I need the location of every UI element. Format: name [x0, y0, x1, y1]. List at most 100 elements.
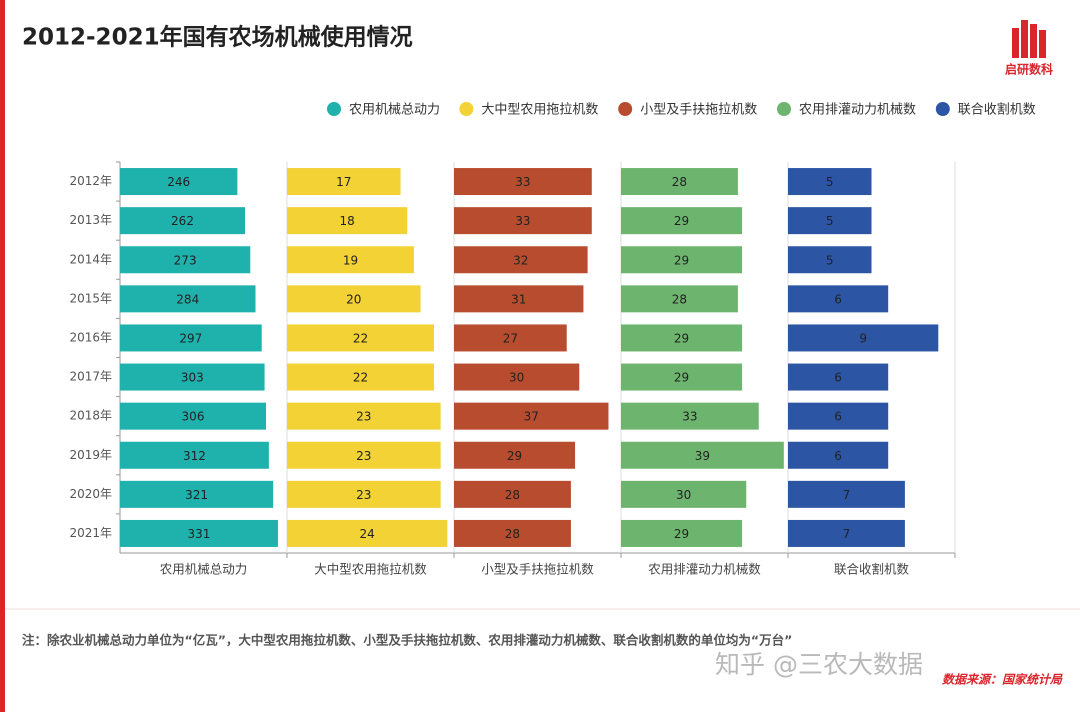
data-label: 37	[524, 410, 539, 424]
data-label: 28	[505, 527, 520, 541]
data-label: 30	[676, 488, 691, 502]
data-label: 22	[353, 331, 368, 345]
bar	[788, 402, 889, 430]
y-tick-label: 2019年	[69, 448, 112, 462]
bar	[454, 246, 588, 274]
bar	[788, 246, 872, 274]
data-label: 246	[167, 175, 190, 189]
data-label: 18	[339, 214, 354, 228]
data-label: 23	[356, 488, 371, 502]
legend-marker	[327, 102, 341, 116]
y-tick-label: 2015年	[69, 291, 112, 305]
data-label: 284	[176, 292, 199, 306]
panel-label: 大中型农用拖拉机数	[314, 562, 427, 577]
data-label: 7	[843, 488, 851, 502]
data-label: 297	[179, 331, 202, 345]
panel-label: 农用排灌动力机械数	[648, 562, 761, 577]
bar	[788, 207, 872, 235]
y-tick-label: 2017年	[69, 370, 112, 384]
bar	[287, 402, 441, 430]
legend-label: 大中型农用拖拉机数	[481, 103, 598, 118]
bar	[120, 480, 274, 508]
data-label: 273	[174, 253, 197, 267]
data-label: 262	[171, 214, 194, 228]
bar	[788, 519, 905, 547]
legend-marker	[777, 102, 791, 116]
data-label: 19	[343, 253, 358, 267]
watermark: 知乎 @三农大数据	[715, 650, 923, 679]
bar	[454, 207, 592, 235]
bar	[454, 480, 571, 508]
data-label: 306	[182, 410, 205, 424]
panel-label: 农用机械总动力	[160, 562, 248, 577]
y-tick-label: 2014年	[69, 252, 112, 266]
data-label: 20	[346, 292, 361, 306]
bar	[788, 480, 905, 508]
data-label: 29	[674, 253, 689, 267]
bar	[287, 363, 434, 391]
bar	[621, 168, 738, 196]
bar	[287, 285, 421, 313]
data-label: 6	[834, 410, 842, 424]
data-label: 7	[843, 527, 851, 541]
data-label: 27	[503, 331, 518, 345]
bar	[120, 207, 246, 235]
data-label: 5	[826, 214, 834, 228]
bar	[287, 519, 448, 547]
bar	[120, 246, 251, 274]
bar	[287, 207, 408, 235]
data-label: 24	[360, 527, 375, 541]
bar	[788, 441, 889, 469]
data-label: 33	[682, 410, 697, 424]
data-label: 331	[188, 527, 211, 541]
legend-label: 小型及手扶拖拉机数	[640, 103, 757, 118]
bar	[120, 441, 269, 469]
y-tick-label: 2016年	[69, 330, 112, 344]
data-label: 6	[834, 449, 842, 463]
side-bar	[0, 0, 5, 712]
bar	[621, 207, 743, 235]
data-label: 312	[183, 449, 206, 463]
data-label: 29	[674, 527, 689, 541]
bar	[287, 441, 441, 469]
data-label: 23	[356, 449, 371, 463]
bar	[120, 363, 265, 391]
bar	[120, 285, 256, 313]
data-label: 6	[834, 292, 842, 306]
bar	[621, 363, 743, 391]
y-tick-label: 2013年	[69, 213, 112, 227]
data-label: 321	[185, 488, 208, 502]
bar	[120, 168, 238, 196]
data-label: 33	[515, 214, 530, 228]
bar	[454, 324, 567, 352]
logo-icon	[1012, 20, 1046, 58]
y-tick-label: 2020年	[69, 487, 112, 501]
source: 数据来源：国家统计局	[942, 673, 1063, 687]
data-label: 29	[674, 214, 689, 228]
bar	[454, 441, 576, 469]
note: 注：除农业机械总动力单位为“亿瓦”，大中型农用拖拉机数、小型及手扶拖拉机数、农用…	[22, 633, 792, 648]
y-tick-label: 2018年	[69, 409, 112, 423]
legend-marker	[459, 102, 474, 116]
bar	[788, 324, 939, 352]
bar	[287, 324, 434, 352]
y-tick-label: 2012年	[69, 174, 112, 188]
data-label: 29	[507, 449, 522, 463]
legend-label: 农用机械总动力	[349, 103, 440, 118]
bar	[621, 324, 743, 352]
logo-text: 启研数科	[1005, 62, 1053, 77]
bar	[788, 285, 889, 313]
bar	[454, 363, 580, 391]
data-label: 28	[505, 488, 520, 502]
data-label: 22	[353, 371, 368, 385]
data-label: 9	[859, 331, 867, 345]
data-label: 23	[356, 410, 371, 424]
bar	[287, 480, 441, 508]
bar	[454, 168, 592, 196]
chart-title: 2012-2021年国有农场机械使用情况	[22, 24, 413, 51]
bar	[287, 246, 414, 274]
data-label: 33	[515, 175, 530, 189]
bar	[621, 441, 784, 469]
